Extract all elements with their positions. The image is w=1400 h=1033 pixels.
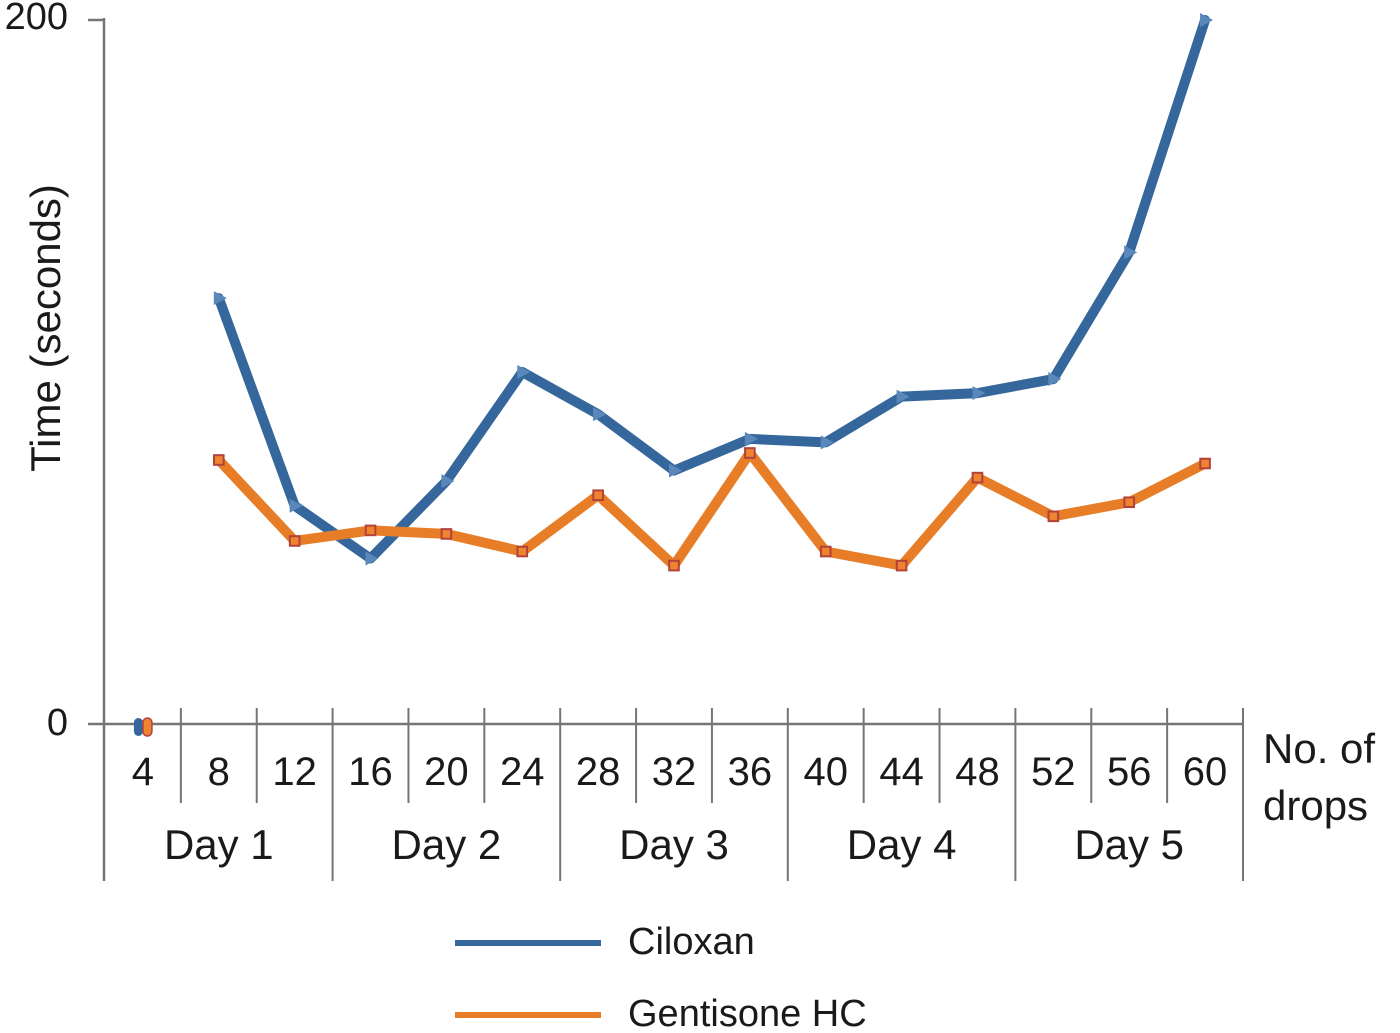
gentisone-hc-marker	[1123, 496, 1136, 509]
y-axis-title: Time (seconds)	[22, 184, 69, 472]
gentisone-hc-marker	[895, 559, 908, 572]
ciloxan-marker	[744, 431, 758, 446]
gentisone-hc-marker	[288, 535, 301, 547]
gentisone-hc-marker	[592, 489, 604, 501]
x-tick-label: 40	[803, 750, 848, 794]
x-axis-title: No. of drops	[1263, 720, 1375, 834]
day-group-label: Day 2	[391, 821, 502, 868]
x-tick-label: 52	[1031, 750, 1076, 794]
day-group-label: Day 5	[1074, 821, 1185, 868]
day-group-label: Day 1	[163, 821, 274, 868]
ciloxan-marker	[441, 474, 455, 489]
gentisone-hc-marker	[142, 717, 153, 737]
y-axis-tick-200: 200	[4, 0, 68, 38]
x-tick-label: 8	[207, 750, 230, 794]
ciloxan-marker	[1200, 13, 1214, 27]
x-tick-label: 48	[955, 750, 1000, 794]
legend-item-gentisone-hc: Gentisone HC	[455, 989, 867, 1033]
gentisone-hc-line	[213, 447, 1211, 571]
y-axis-tick-0: 0	[46, 702, 68, 744]
legend-label-gentisone-hc: Gentisone HC	[628, 993, 867, 1033]
ciloxan-marker	[289, 498, 303, 513]
x-tick-label: 12	[272, 750, 317, 794]
gentisone-hc-marker	[213, 454, 225, 466]
ciloxan-marker	[133, 718, 143, 736]
ciloxan-marker	[820, 435, 834, 450]
ciloxan-marker	[1124, 245, 1138, 260]
ciloxan-marker	[669, 463, 682, 478]
x-tick-label: 32	[651, 750, 697, 794]
legend-item-ciloxan: Ciloxan	[455, 917, 867, 968]
x-axis-title-line1: No. of	[1263, 725, 1376, 772]
ciloxan-marker	[896, 389, 910, 404]
gentisone-hc-marker	[1047, 510, 1060, 523]
gentisone-hc-marker	[971, 471, 984, 484]
gentisone-hc-marker	[364, 524, 377, 537]
x-tick-label: 28	[575, 750, 621, 794]
ciloxan-marker	[972, 386, 986, 401]
gentisone-hc-marker	[744, 447, 756, 459]
gentisone-hc-marker	[516, 545, 529, 558]
x-tick-label: 44	[879, 750, 924, 794]
x-tick-label: 16	[348, 750, 393, 794]
x-tick-label: 56	[1106, 750, 1152, 794]
ciloxan-marker	[593, 407, 607, 422]
chart-legend: Ciloxan Gentisone HC	[455, 917, 867, 1033]
x-tick-label: 36	[727, 750, 773, 794]
x-tick-label: 20	[424, 750, 469, 794]
x-tick-label: 24	[500, 750, 545, 794]
legend-label-ciloxan: Ciloxan	[628, 921, 755, 963]
ciloxan-marker	[213, 291, 227, 306]
gentisone-hc-marker	[819, 545, 832, 558]
ciloxan-marker	[1048, 372, 1062, 387]
gentisone-hc-marker	[440, 528, 453, 540]
x-axis-title-line2: drops	[1263, 782, 1369, 829]
ciloxan-marker	[365, 551, 379, 566]
ciloxan-line	[213, 15, 1211, 564]
ciloxan-marker	[517, 365, 531, 379]
ciloxan-line-swatch	[455, 939, 601, 946]
day-group-label: Day 3	[619, 821, 729, 868]
gentisone-hc-marker	[1199, 457, 1211, 470]
x-tick-label: 60	[1182, 750, 1228, 794]
gentisone-hc-line-swatch	[455, 1011, 601, 1018]
gentisone-hc-marker	[668, 559, 680, 572]
day-group-label: Day 4	[846, 821, 957, 868]
x-tick-label: 4	[131, 750, 155, 794]
